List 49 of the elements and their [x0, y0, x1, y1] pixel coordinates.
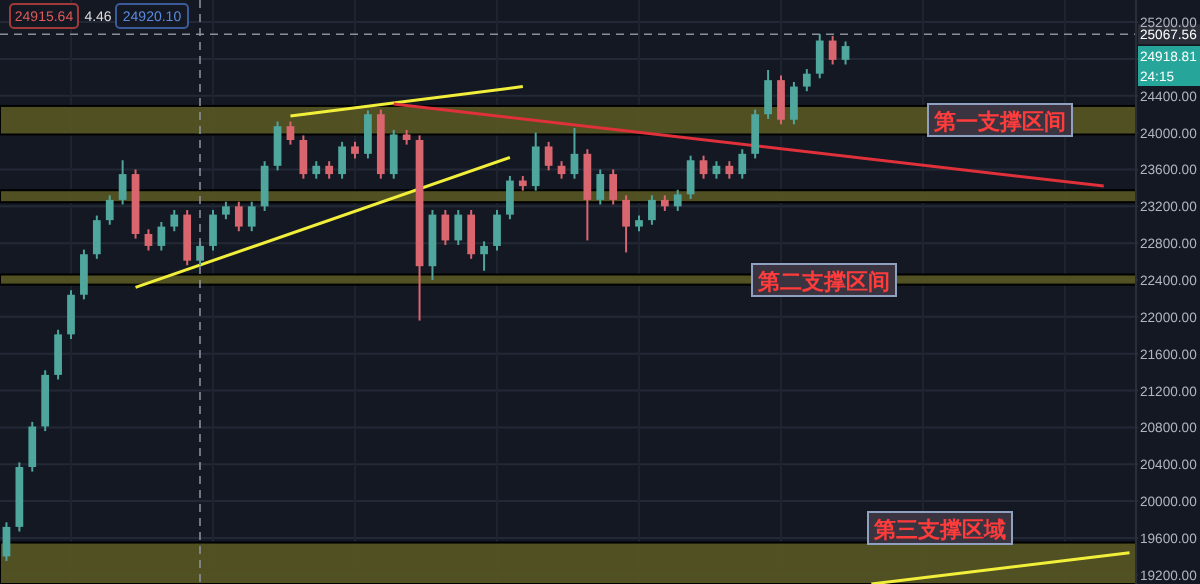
candlestick — [583, 148, 592, 242]
candlestick — [247, 200, 256, 233]
candlestick — [738, 148, 747, 180]
candlestick — [609, 168, 618, 206]
candlestick — [157, 220, 166, 252]
candlestick — [790, 80, 798, 126]
candlestick — [777, 74, 785, 126]
candlestick — [802, 68, 811, 93]
annotation: 第三支撑区域 — [872, 517, 1006, 543]
candlestick — [286, 120, 295, 146]
candlestick — [596, 168, 605, 206]
candlestick — [118, 159, 127, 206]
annotation: 第二支撑区间 — [756, 269, 890, 295]
candlestick — [648, 194, 656, 226]
candlestick — [338, 140, 346, 180]
candlestick — [260, 160, 269, 212]
candlestick — [209, 209, 217, 252]
candlestick — [531, 131, 540, 192]
candlestick — [299, 134, 308, 180]
candlestick — [506, 174, 514, 221]
candlestick — [364, 109, 372, 160]
candlestick — [841, 40, 850, 66]
candlestick — [67, 289, 75, 340]
candlestick — [454, 209, 463, 247]
candlestick — [170, 209, 179, 233]
candlestick — [183, 209, 192, 267]
candlestick — [699, 154, 708, 180]
candlestick — [493, 209, 501, 252]
candlestick — [92, 214, 101, 260]
candlestick — [467, 209, 476, 260]
annotation: 第一支撑区间 — [932, 109, 1066, 135]
candlestick — [815, 33, 824, 80]
candlestick — [234, 200, 243, 233]
candlestick — [828, 34, 837, 66]
candlestick — [28, 420, 37, 473]
candlestick — [273, 120, 282, 172]
candlestick — [622, 194, 630, 254]
candlestick — [389, 128, 398, 180]
candlestick — [105, 194, 114, 226]
candlestick — [54, 328, 62, 381]
candlestick — [441, 209, 450, 247]
candlestick — [686, 154, 695, 200]
candlestick — [544, 140, 553, 172]
candlestick — [480, 240, 488, 272]
candlestick — [673, 188, 682, 212]
candlestick — [751, 108, 760, 160]
candlestick — [80, 248, 88, 301]
candlestick — [764, 69, 772, 120]
candlestick — [144, 228, 153, 252]
